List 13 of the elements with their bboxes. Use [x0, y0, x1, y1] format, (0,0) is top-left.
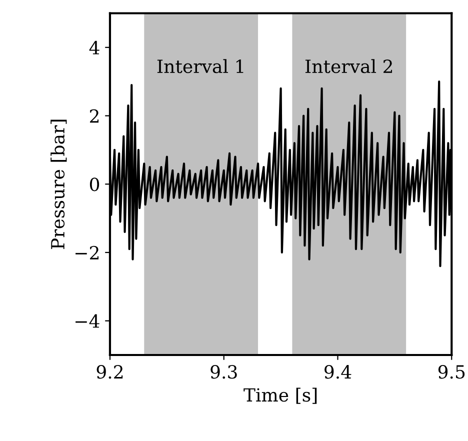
y-tick-label: −2 — [76, 246, 98, 260]
y-axis-title: Pressure [bar] — [50, 120, 67, 249]
y-tick-label: −4 — [76, 314, 100, 328]
y-tick-label: 2 — [90, 109, 98, 123]
band-label: Interval 1 — [157, 59, 244, 74]
band-label: Interval 2 — [305, 59, 392, 74]
x-tick-label: 9.2 — [96, 365, 123, 379]
x-tick-label: 9.5 — [438, 365, 465, 379]
x-tick-label: 9.4 — [324, 365, 352, 379]
y-tick-label: 4 — [89, 40, 100, 54]
y-tick-label: 0 — [90, 178, 100, 192]
x-tick-label: 9.3 — [210, 365, 237, 379]
x-axis-title: Time [s] — [244, 388, 317, 404]
